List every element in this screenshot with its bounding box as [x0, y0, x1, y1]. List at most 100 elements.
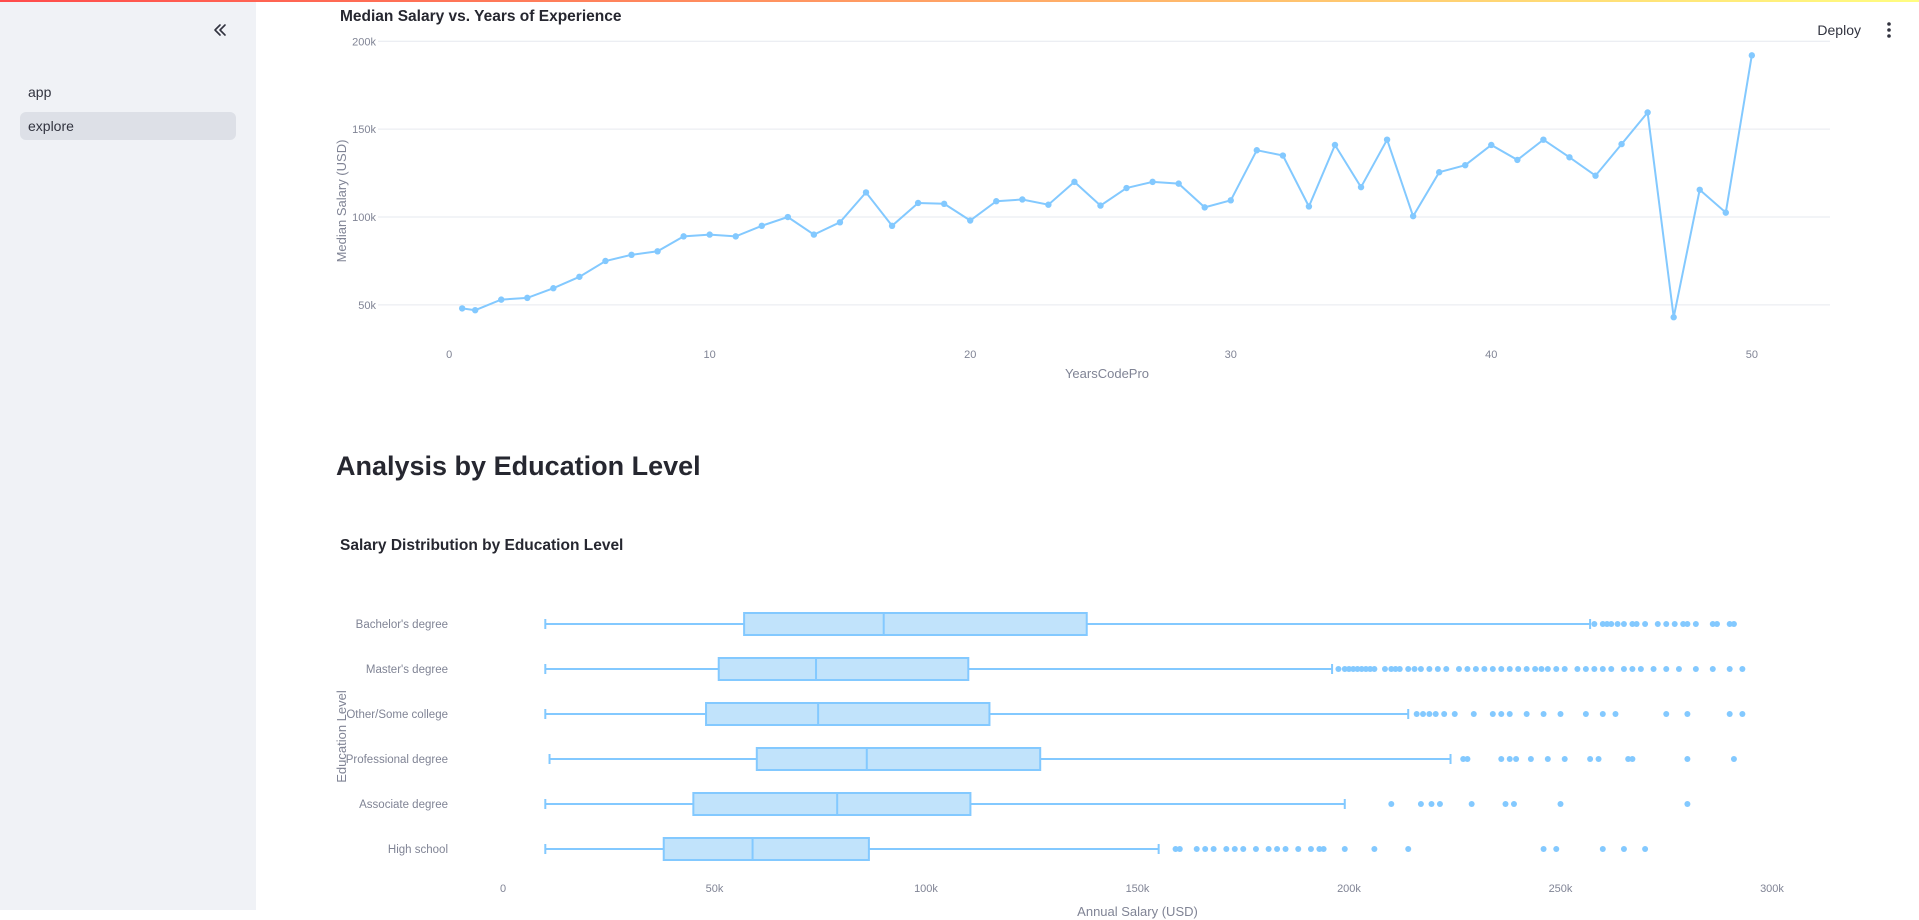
line-chart-point[interactable]	[1748, 52, 1756, 59]
box-outlier-point	[1523, 666, 1530, 672]
line-chart-point[interactable]	[1488, 141, 1495, 149]
box-outlier-point	[1629, 621, 1636, 627]
line-chart[interactable]: 50k 100k 150k 200k 0 10 20 30 40 50 YearsCodePro…	[336, 36, 1916, 436]
box-outlier-point	[1489, 711, 1496, 717]
line-chart-point[interactable]	[524, 294, 531, 302]
box-outlier-point	[1510, 801, 1517, 807]
collapse-sidebar-button[interactable]	[206, 16, 234, 44]
line-chart-point[interactable]	[836, 219, 844, 226]
line-chart-point[interactable]	[1435, 169, 1443, 176]
line-chart-point[interactable]	[1253, 147, 1261, 154]
box-outlier-point	[1620, 621, 1627, 627]
box-outlier-point	[1441, 711, 1448, 717]
line-chart-point[interactable]	[993, 198, 1000, 205]
box-outlier-point	[1468, 801, 1475, 807]
line-chart-point[interactable]	[1696, 186, 1703, 193]
line-chart-point[interactable]	[784, 213, 792, 221]
line-chart-point[interactable]	[1592, 172, 1599, 179]
line-chart-point[interactable]	[732, 233, 739, 240]
box-outlier-point	[1210, 846, 1217, 852]
line-chart-point[interactable]	[1279, 152, 1287, 159]
line-chart-point[interactable]	[1670, 314, 1677, 321]
sidebar-item-explore[interactable]: explore	[20, 112, 236, 140]
box-outlier-point	[1629, 756, 1636, 762]
box-outlier-point	[1692, 666, 1699, 672]
box-outlier-point	[1709, 621, 1716, 627]
line-chart-point[interactable]	[758, 222, 765, 230]
box-outlier-point	[1654, 621, 1661, 627]
header-toolbar: Deploy	[1815, 16, 1901, 44]
box-chart[interactable]: 0 50k 100k 150k 200k 250k 300k Bachelor's degr…	[336, 560, 1916, 920]
line-chart-point[interactable]	[628, 251, 635, 259]
box-plot-2[interactable]	[544, 702, 1746, 726]
box-outlier-point	[1426, 666, 1433, 672]
line-chart-point[interactable]	[1149, 178, 1156, 186]
line-chart-point[interactable]	[1123, 184, 1130, 192]
line-chart-point[interactable]	[498, 296, 505, 303]
line-chart-point[interactable]	[914, 199, 922, 207]
line-chart-point[interactable]	[706, 231, 713, 238]
line-chart-point[interactable]	[458, 305, 466, 312]
box-outlier-point	[1470, 711, 1477, 717]
line-chart-point[interactable]	[1305, 203, 1313, 210]
line-chart-point[interactable]	[1227, 197, 1234, 204]
box-outlier-point	[1629, 666, 1636, 672]
line-chart-point[interactable]	[810, 231, 818, 238]
box-outlier-point	[1587, 756, 1594, 762]
box-outlier-point	[1527, 756, 1534, 762]
line-chart-point[interactable]	[967, 217, 974, 224]
line-chart-point[interactable]	[862, 189, 870, 196]
sidebar-item-label: app	[28, 84, 52, 100]
box-outlier-point	[1316, 846, 1323, 852]
box-outlier-point	[1561, 666, 1568, 672]
box-outlier-point	[1420, 711, 1427, 717]
line-chart-point[interactable]	[1566, 154, 1573, 161]
line-chart-point[interactable]	[471, 306, 479, 314]
line-chart-point[interactable]	[1409, 212, 1417, 220]
main-content: Median Salary vs. Years of Experience 50…	[256, 0, 1919, 919]
line-chart-point[interactable]	[1097, 202, 1104, 209]
line-chart-point[interactable]	[940, 200, 948, 208]
box-outlier-point	[1413, 711, 1420, 717]
box-outlier-point	[1544, 666, 1551, 672]
line-chart-point[interactable]	[1175, 180, 1182, 187]
box-outlier-point	[1574, 666, 1581, 672]
box-plot-5[interactable]	[544, 837, 1649, 861]
sidebar-item-app[interactable]: app	[20, 78, 236, 106]
box-iqr	[755, 747, 1042, 771]
box-outlier-point	[1663, 621, 1670, 627]
line-chart-point[interactable]	[1071, 178, 1078, 186]
box-outlier-point	[1582, 711, 1589, 717]
line-chart-point[interactable]	[888, 222, 896, 230]
line-chart-point[interactable]	[1540, 136, 1547, 143]
sidebar-nav: app explore	[20, 78, 236, 146]
line-chart-point[interactable]	[1383, 136, 1391, 143]
line-chart-point[interactable]	[576, 273, 583, 280]
line-chart-point[interactable]	[1618, 140, 1625, 148]
line-chart-point[interactable]	[680, 233, 687, 240]
line-chart-point[interactable]	[1045, 201, 1052, 208]
box-outlier-point	[1426, 711, 1433, 717]
box-plot-0[interactable]	[544, 612, 1737, 636]
box-outlier-point	[1515, 666, 1522, 672]
line-chart-x-ticks: 0 10 20 30 40 50	[446, 349, 1758, 361]
line-chart-point[interactable]	[1357, 183, 1365, 191]
line-chart-point[interactable]	[1201, 204, 1208, 211]
box-plot-3[interactable]	[548, 747, 1737, 771]
line-chart-point[interactable]	[1331, 141, 1339, 149]
line-chart-point[interactable]	[602, 257, 609, 265]
box-outlier-point	[1599, 621, 1606, 627]
line-chart-point[interactable]	[654, 248, 661, 255]
line-chart-point[interactable]	[1514, 156, 1521, 164]
box-plot-4[interactable]	[544, 792, 1691, 816]
box-outlier-point	[1663, 666, 1670, 672]
line-chart-point[interactable]	[1019, 196, 1026, 203]
deploy-button[interactable]: Deploy	[1817, 22, 1861, 38]
line-chart-point[interactable]	[550, 285, 557, 292]
line-chart-point[interactable]	[1644, 109, 1651, 116]
box-plot-1[interactable]	[544, 657, 1746, 681]
line-chart-point[interactable]	[1462, 161, 1469, 169]
box-chart-category-label: Other/Some college	[346, 709, 448, 721]
line-chart-point[interactable]	[1722, 209, 1729, 216]
main-menu-button[interactable]	[1877, 16, 1901, 44]
